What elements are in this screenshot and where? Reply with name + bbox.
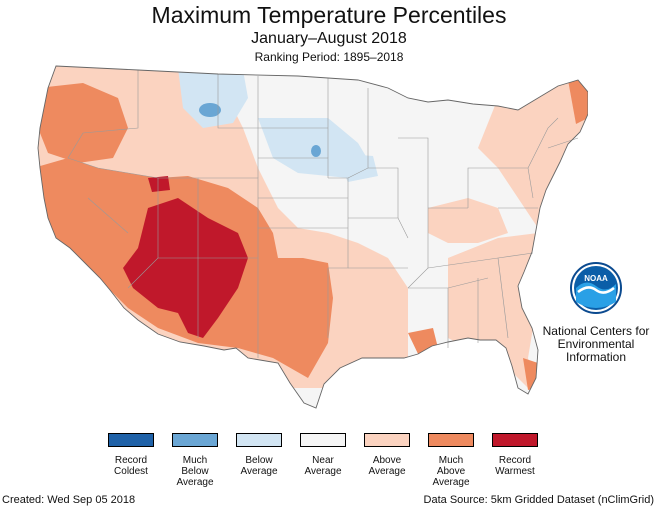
noaa-logo-icon: NOAA (570, 262, 622, 314)
legend-swatch-much-below (172, 433, 218, 447)
legend: Record Coldest Much Below Average Below Aver… (100, 433, 540, 493)
legend-swatch-record-warmest (492, 433, 538, 447)
agency-line-1: National Centers for (542, 324, 650, 338)
map-title: Maximum Temperature Percentiles (151, 2, 507, 28)
legend-swatch-above (364, 433, 410, 447)
legend-swatch-near (300, 433, 346, 447)
above-average-region-southeast (448, 233, 538, 398)
us-temperature-map (37, 65, 588, 409)
much-above-average-region-maine (568, 80, 588, 124)
much-below-average-spot-nebraska (311, 145, 321, 157)
legend-below-average: Below Average (228, 433, 290, 477)
legend-near-average: Near Average (292, 433, 354, 477)
ranking-period: Ranking Period: 1895–2018 (254, 50, 404, 64)
legend-swatch-record-coldest (108, 433, 154, 447)
legend-much-above-average: Much Above Average (420, 433, 482, 488)
map-subtitle: January–August 2018 (251, 30, 407, 47)
legend-above-average: Above Average (356, 433, 418, 477)
agency-line-2: Environmental (557, 337, 635, 351)
much-above-average-region-pacific-nw (38, 83, 128, 163)
below-average-region-montana (178, 68, 248, 128)
legend-record-warmest: Record Warmest (484, 433, 546, 477)
record-warmest-region-utah (148, 176, 170, 192)
created-date: Created: Wed Sep 05 2018 (2, 494, 136, 506)
above-average-region-ohio-valley (428, 198, 508, 243)
legend-much-below-average: Much Below Average (164, 433, 226, 488)
much-below-average-spot-montana (199, 103, 221, 117)
below-average-region-midwest (333, 153, 378, 182)
agency-line-3: Information (565, 350, 627, 364)
legend-swatch-below (236, 433, 282, 447)
state-borders (67, 70, 579, 358)
data-source: Data Source: 5km Gridded Dataset (nClimG… (423, 494, 654, 506)
noaa-logo-text: NOAA (584, 274, 608, 283)
record-warmest-region-four-corners (123, 198, 248, 338)
legend-swatch-much-above (428, 433, 474, 447)
agency-name: National Centers for Environmental Infor… (540, 325, 652, 364)
legend-record-coldest: Record Coldest (100, 433, 162, 477)
